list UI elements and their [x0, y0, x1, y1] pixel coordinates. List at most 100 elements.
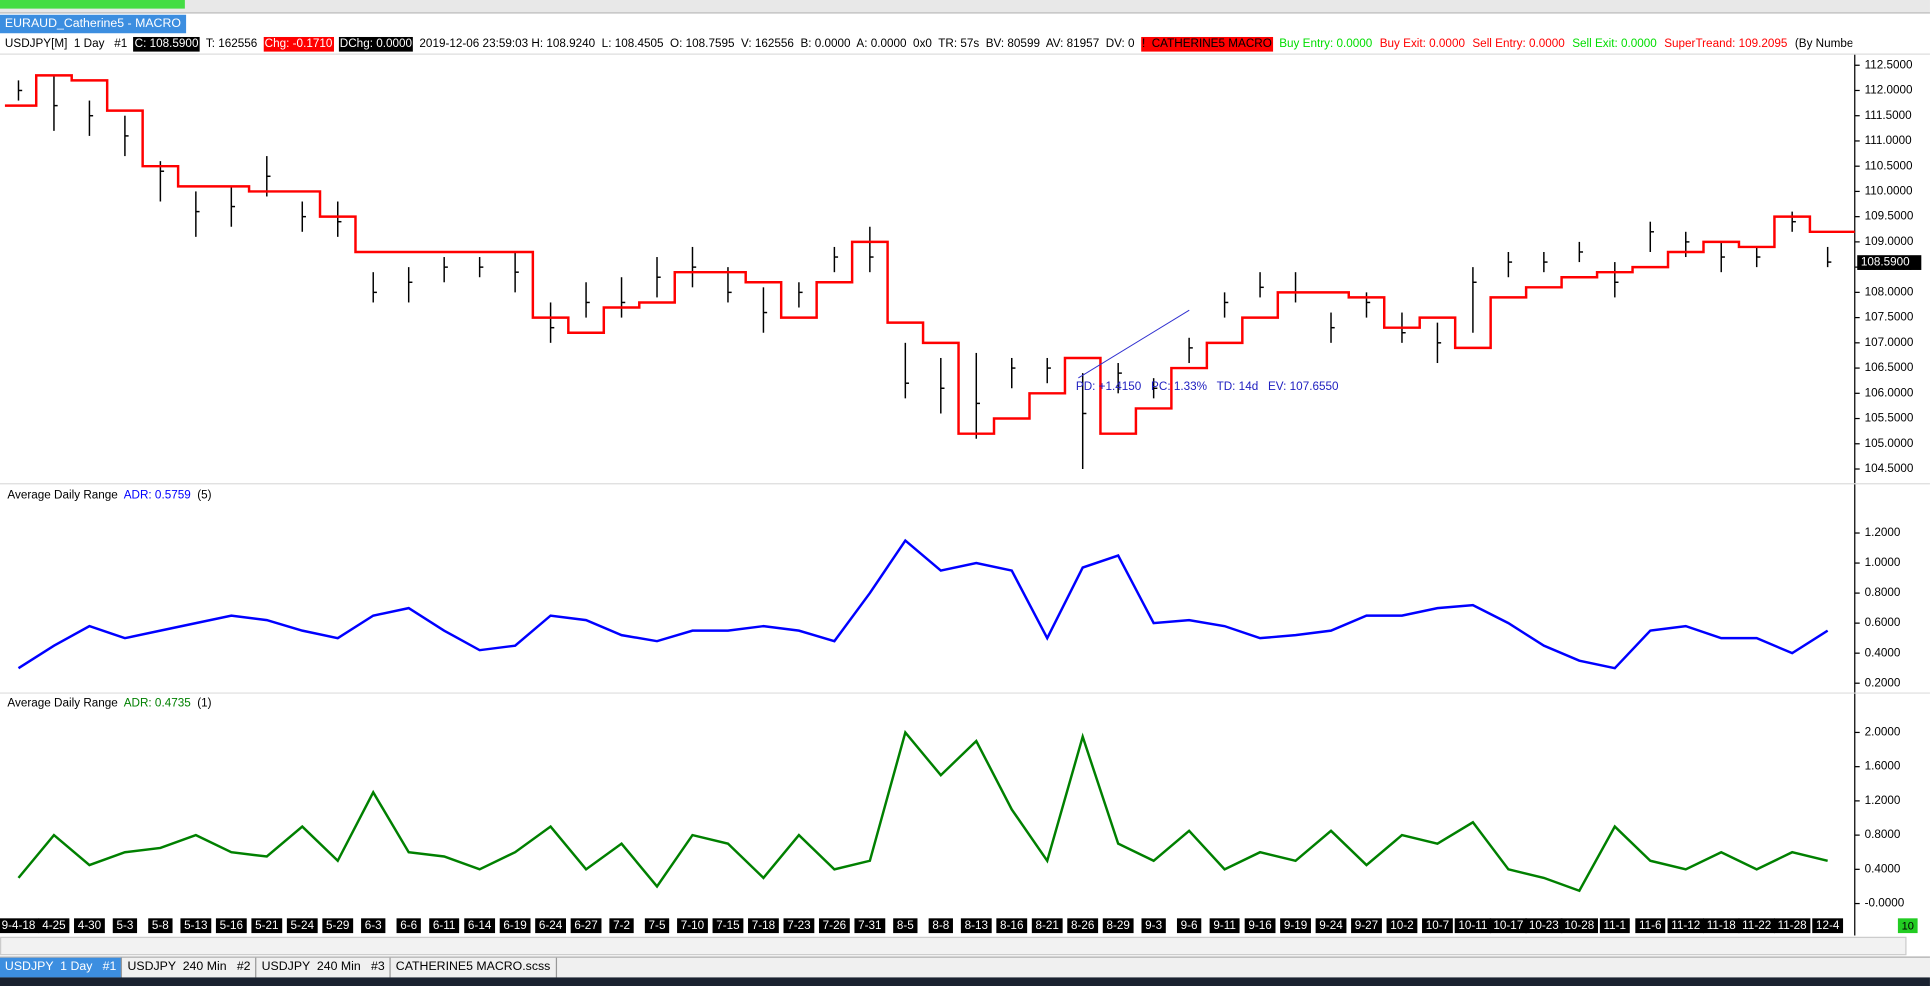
y-tick-label: 105.5000 [1865, 412, 1914, 425]
x-tick-label: 8-8 [932, 919, 949, 932]
x-tick-box [1244, 918, 1276, 934]
x-tick-box [1141, 918, 1166, 934]
info-item: C: 108.5900 [133, 36, 200, 52]
x-tick-label: 6-3 [365, 919, 382, 932]
x-tick-label: 8-16 [1000, 919, 1023, 932]
x-tick-box [215, 918, 247, 934]
x-tick-box [499, 918, 531, 934]
y-tick-label: 105.0000 [1865, 437, 1914, 450]
x-tick-label: 8-26 [1071, 919, 1094, 932]
x-tick-box [361, 918, 386, 934]
scrollbar[interactable] [0, 936, 1907, 956]
x-tick-label: 11-6 [1639, 919, 1662, 932]
x-tick-box [1067, 918, 1099, 934]
x-tick-box [74, 918, 105, 934]
window-tab[interactable]: EURAUD_Catherine5 - MACRO [0, 14, 186, 34]
x-tick-label: 4-25 [42, 919, 66, 932]
x-tick-label: 5-13 [184, 919, 207, 932]
y-tick-label: 106.5000 [1865, 361, 1914, 374]
x-tick-box [286, 918, 318, 934]
tab[interactable]: USDJPY 1 Day #1 [0, 957, 123, 978]
x-tick-label: 9-11 [1213, 919, 1236, 932]
x-tick-box [396, 918, 421, 934]
tab[interactable]: CATHERINE5 MACRO.scss [391, 957, 557, 978]
x-tick-box [1773, 918, 1811, 934]
x-tick-box [1422, 918, 1453, 934]
info-item: SuperTreand: 109.2095 [1662, 36, 1789, 52]
x-tick-label: 5-24 [291, 919, 315, 932]
x-tick-box [1599, 918, 1630, 934]
tab[interactable]: USDJPY 240 Min #2 [123, 957, 257, 978]
x-tick-label: 5-3 [116, 919, 133, 932]
x-tick-label: 8-21 [1036, 919, 1059, 932]
price-bars [17, 75, 1832, 470]
indicator-name: Average Daily Range [7, 488, 118, 503]
info-item: USDJPY[M] 1 Day #1 [3, 36, 129, 52]
x-tick-label: 6-19 [503, 919, 526, 932]
x-tick-box [677, 918, 708, 934]
y-tick-label: 107.5000 [1865, 311, 1914, 324]
y-tick-label: 106.0000 [1865, 386, 1914, 399]
x-tick-label: 8-13 [965, 919, 988, 932]
x-tick-label: 6-14 [468, 919, 492, 932]
y-tick-label: 109.5000 [1865, 210, 1914, 223]
x-tick-box [322, 918, 354, 934]
last-price-box [1857, 255, 1922, 270]
info-item: Buy Exit: 0.0000 [1378, 36, 1467, 52]
x-tick-box [818, 918, 850, 934]
x-tick-box [1315, 918, 1347, 934]
status-badge: 10 [1897, 918, 1918, 934]
tab-bar: USDJPY 1 Day #1 USDJPY 240 Min #2 USDJPY 2… [0, 956, 1930, 978]
x-tick-label: 6-6 [400, 919, 417, 932]
x-tick-label: 11-1 [1604, 919, 1627, 932]
x-tick-box [960, 918, 992, 934]
info-item: Sell Entry: 0.0000 [1471, 36, 1567, 52]
x-tick-box [854, 918, 886, 934]
info-line: USDJPY[M] 1 Day #1 C: 108.5900 T: 162556 Ch… [3, 36, 1853, 52]
progress-bar [0, 0, 185, 9]
y-tick-label: 0.8000 [1865, 828, 1901, 841]
x-tick-label: 7-23 [787, 919, 810, 932]
info-item: T: 162556 [204, 36, 259, 52]
x-tick-box [1351, 918, 1382, 934]
x-tick-box [712, 918, 744, 934]
info-item: Sell Exit: 0.0000 [1570, 36, 1659, 52]
indicator-value: ADR: 0.4735 [123, 696, 191, 711]
y-tick-label: 110.5000 [1865, 159, 1913, 172]
x-tick-box [1525, 918, 1563, 934]
x-tick-box [1209, 918, 1240, 934]
indicator-value: ADR: 0.5759 [123, 488, 191, 503]
y-tick-label: 107.0000 [1865, 336, 1914, 349]
x-tick-box [748, 918, 779, 934]
trendline-annotation: PD: +1.4150 PC: 1.33% TD: 14d EV: 107.65… [1075, 380, 1339, 394]
x-tick-box [996, 918, 1028, 934]
x-tick-box [1738, 918, 1775, 934]
x-tick-label: 10-17 [1493, 919, 1523, 932]
x-tick-box [1031, 918, 1063, 934]
x-tick-label: 7-18 [752, 919, 775, 932]
y-tick-label: 1.0000 [1865, 556, 1901, 569]
indicator-period: (5) [197, 488, 212, 503]
indicator-line [17, 538, 1829, 670]
x-tick-box [570, 918, 602, 934]
y-tick-label: 2.0000 [1865, 726, 1901, 739]
x-tick-box [1635, 918, 1666, 934]
x-tick-box [148, 918, 173, 934]
x-tick-label: 7-5 [649, 919, 666, 932]
x-tick-box [38, 918, 70, 934]
x-tick-box [893, 918, 918, 934]
x-tick-label: 5-16 [220, 919, 243, 932]
x-tick-label: 9-24 [1319, 919, 1343, 932]
x-tick-box [180, 918, 212, 934]
y-tick-label: -0.0000 [1865, 897, 1905, 910]
x-tick-label: 7-26 [823, 919, 846, 932]
trendline [1078, 309, 1190, 379]
x-tick-label: 4-30 [78, 919, 102, 932]
x-tick-label: 9-27 [1355, 919, 1378, 932]
tab[interactable]: USDJPY 240 Min #3 [257, 957, 391, 978]
x-tick-label: 11-28 [1778, 919, 1807, 932]
taskbar [0, 977, 1930, 986]
x-tick-label: 5-29 [326, 919, 349, 932]
x-tick-label: 5-8 [152, 919, 169, 932]
